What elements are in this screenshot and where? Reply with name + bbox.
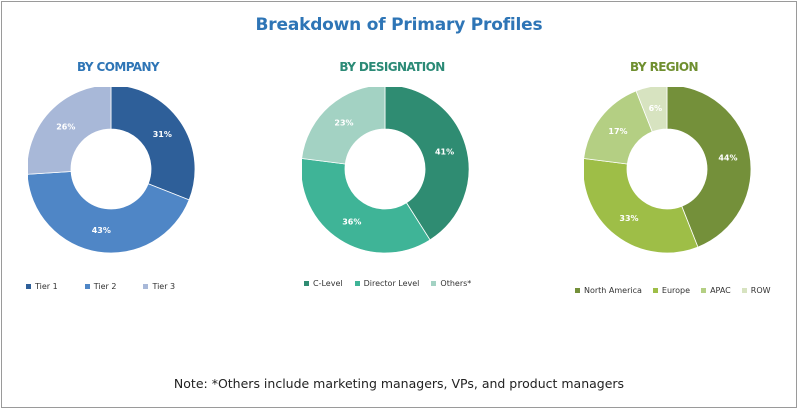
legend-item-europe: Europe [652, 286, 691, 295]
legend-by-company: Tier 1 Tier 2 Tier 3 [26, 282, 175, 291]
legend-item-others: Others* [431, 279, 471, 288]
legend-item-tier-1: Tier 1 [26, 282, 58, 291]
legend-item-tier-2: Tier 2 [84, 282, 117, 291]
legend-by-designation: C-Level Director Level Others* [304, 279, 471, 288]
slice-row [635, 87, 668, 133]
chart-title-by-region: BY REGION [630, 60, 699, 74]
chart-title-by-company: BY COMPANY [76, 60, 160, 74]
data-label-north-america: 44% [718, 153, 737, 162]
legend-swatch [304, 281, 309, 286]
legend-swatch [701, 288, 707, 293]
footnote: Note: *Others include marketing managers… [173, 376, 625, 391]
data-label-europe: 33% [619, 214, 638, 223]
slice-europe [584, 158, 699, 254]
legend-swatch [84, 284, 90, 289]
legend-swatch [741, 288, 747, 293]
legend-swatch [575, 288, 580, 293]
data-label-director-level: 36% [342, 217, 361, 226]
donut-chart-by-company: 31% 43% 26% [28, 87, 196, 254]
data-label-c-level: 41% [435, 148, 454, 157]
legend-label: Director Level [363, 279, 420, 288]
slice-director-level [302, 158, 431, 254]
legend-label: Others* [440, 279, 472, 288]
slice-tier-3 [28, 87, 112, 175]
legend-item-c-level: C-Level [304, 279, 343, 288]
data-label-tier-2: 43% [92, 226, 111, 235]
panel-by-company: BY COMPANY 31% 43% 26% Tier 1 Tier 2 Tier 3 [0, 2, 248, 312]
figure-title: Breakdown of Primary Profiles [255, 15, 543, 35]
slice-tier-1 [110, 87, 196, 201]
legend-item-apac: APAC [701, 286, 731, 295]
legend-item-north-america: North America [575, 286, 642, 295]
slice-c-level [384, 87, 470, 241]
legend-swatch [354, 281, 360, 286]
data-label-apac: 17% [608, 127, 627, 136]
legend-label: C-Level [313, 279, 343, 288]
legend-item-tier-3: Tier 3 [143, 282, 175, 291]
legend-label: Tier 3 [152, 282, 176, 291]
legend-item-director-level: Director Level [354, 279, 420, 288]
legend-swatch [431, 281, 437, 286]
slice-others [302, 87, 386, 165]
donut-chart-by-designation: 41% 36% 23% [302, 87, 470, 254]
data-label-tier-3: 26% [56, 123, 75, 132]
legend-item-row: ROW [741, 286, 771, 295]
legend-label: Europe [661, 286, 691, 295]
legend-swatch [652, 288, 658, 293]
legend-label: Tier 2 [93, 282, 117, 291]
panel-by-designation: BY DESIGNATION 41% 36% 23% C-Level Director… [262, 2, 522, 312]
legend-label: North America [584, 286, 642, 295]
slice-tier-2 [28, 171, 190, 254]
legend-label: ROW [750, 286, 771, 295]
legend-label: APAC [710, 286, 731, 295]
data-label-others: 23% [334, 118, 353, 127]
data-label-tier-1: 31% [153, 130, 172, 139]
legend-swatch [26, 284, 31, 289]
legend-swatch [143, 284, 149, 289]
legend-label: Tier 1 [35, 282, 58, 291]
data-label-row: 6% [649, 104, 663, 113]
slice-north-america [666, 87, 752, 248]
donut-chart-by-region: 44% 33% 17% 6% [584, 87, 752, 254]
legend-by-region: North America Europe APAC ROW [575, 286, 771, 295]
chart-title-by-designation: BY DESIGNATION [339, 60, 445, 74]
panel-by-region: BY REGION 44% 33% 17% 6% North America Europ… [534, 2, 794, 312]
